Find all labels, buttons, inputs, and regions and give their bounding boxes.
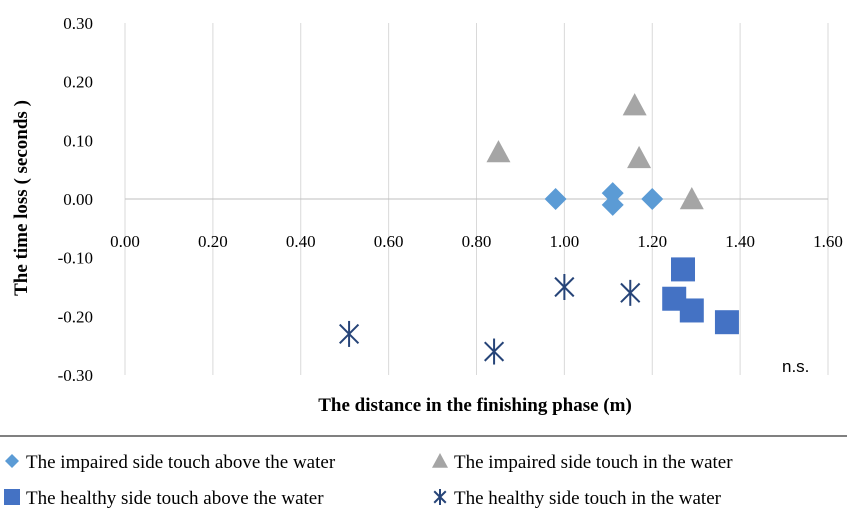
data-point-asterisk [484, 338, 505, 365]
data-points [339, 93, 739, 365]
x-tick-label: 0.00 [110, 232, 140, 251]
legend-marker-asterisk [433, 489, 447, 505]
legend-label: The impaired side touch in the water [454, 452, 733, 473]
data-point-asterisk [339, 320, 360, 347]
x-tick-label: 0.60 [374, 232, 404, 251]
y-tick-label: -0.10 [58, 249, 93, 268]
data-point-triangle [627, 145, 652, 169]
y-tick-label: -0.30 [58, 366, 93, 385]
data-point-diamond [544, 188, 567, 210]
y-axis-title: The time loss ( seconds ) [11, 100, 32, 296]
y-tick-label: 0.00 [63, 190, 93, 209]
data-point-diamond [641, 188, 664, 210]
x-tick-label: 1.60 [813, 232, 843, 251]
legend-marker-diamond [5, 454, 19, 468]
data-point-triangle [622, 93, 647, 116]
legend: The impaired side touch above the water T… [4, 452, 733, 509]
data-point-triangle [486, 140, 511, 163]
data-point-square [671, 257, 696, 282]
legend-marker-square [4, 489, 20, 505]
x-axis-title: The distance in the finishing phase (m) [318, 395, 632, 416]
ns-annotation: n.s. [782, 357, 809, 376]
x-tick-label: 1.40 [725, 232, 755, 251]
legend-marker-triangle [432, 453, 448, 468]
x-tick-label: 0.80 [462, 232, 492, 251]
data-point-diamond [601, 193, 624, 216]
data-point-asterisk [554, 274, 575, 300]
data-point-square [714, 310, 739, 335]
y-tick-label: -0.20 [58, 307, 93, 326]
y-tick-label: 0.20 [63, 73, 93, 92]
legend-label: The impaired side touch above the water [26, 452, 336, 473]
data-point-triangle [679, 187, 704, 210]
x-tick-label: 1.00 [550, 232, 580, 251]
axis-layer [124, 23, 828, 375]
y-tick-label: 0.10 [63, 131, 93, 150]
legend-label: The healthy side touch in the water [454, 488, 722, 509]
x-tick-label: 0.20 [198, 232, 228, 251]
tick-labels: 0.00 0.20 0.40 0.60 0.80 1.00 1.20 1.40 1.60 0.30… [58, 14, 843, 385]
data-point-asterisk [620, 279, 641, 306]
data-point-square [679, 298, 704, 323]
x-tick-label: 0.40 [286, 232, 316, 251]
y-tick-label: 0.30 [63, 14, 93, 33]
data-point-diamond [601, 182, 624, 205]
legend-label: The healthy side touch above the water [26, 488, 324, 509]
x-tick-label: 1.20 [637, 232, 667, 251]
